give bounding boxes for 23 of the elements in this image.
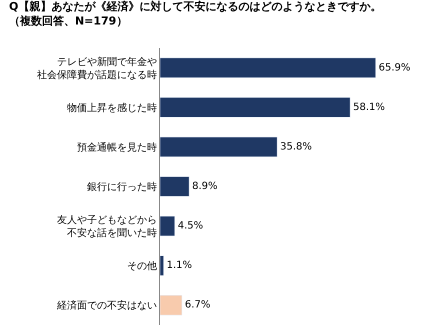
data-label: 65.9% bbox=[378, 62, 410, 74]
y-tick-label: 友人や子どもなどから不安な話を聞いた時 bbox=[57, 215, 157, 240]
bar bbox=[160, 97, 350, 118]
data-label: 6.7% bbox=[184, 300, 210, 311]
y-tick-label: 銀行に行った時 bbox=[87, 181, 157, 193]
text: （複数回答、N=179） bbox=[8, 14, 128, 28]
y-tick-label: 物価上昇を感じた時 bbox=[67, 102, 157, 114]
data-label: 4.5% bbox=[178, 220, 204, 232]
y-tick-label: テレビや新聞で年金や社会保障費が話題になる時 bbox=[37, 56, 157, 81]
data-label: 1.1% bbox=[166, 260, 192, 272]
bar bbox=[160, 58, 376, 78]
data-label: 58.1% bbox=[353, 102, 385, 113]
bar bbox=[160, 136, 278, 158]
y-tick-label: 預金通帳を見た時 bbox=[77, 141, 157, 154]
bar bbox=[160, 295, 182, 316]
y-tick-label: その他 bbox=[127, 260, 157, 272]
data-label: 8.9% bbox=[192, 181, 218, 192]
data-label: 35.8% bbox=[280, 141, 312, 152]
y-tick-label: 経済面での不安はない bbox=[56, 300, 157, 312]
bar bbox=[160, 176, 190, 197]
chart-title: Q【親】あなたが《経済》に対して不安になるのはどのようなときですか。 bbox=[8, 0, 382, 13]
bar bbox=[160, 216, 175, 236]
bar bbox=[160, 256, 164, 276]
